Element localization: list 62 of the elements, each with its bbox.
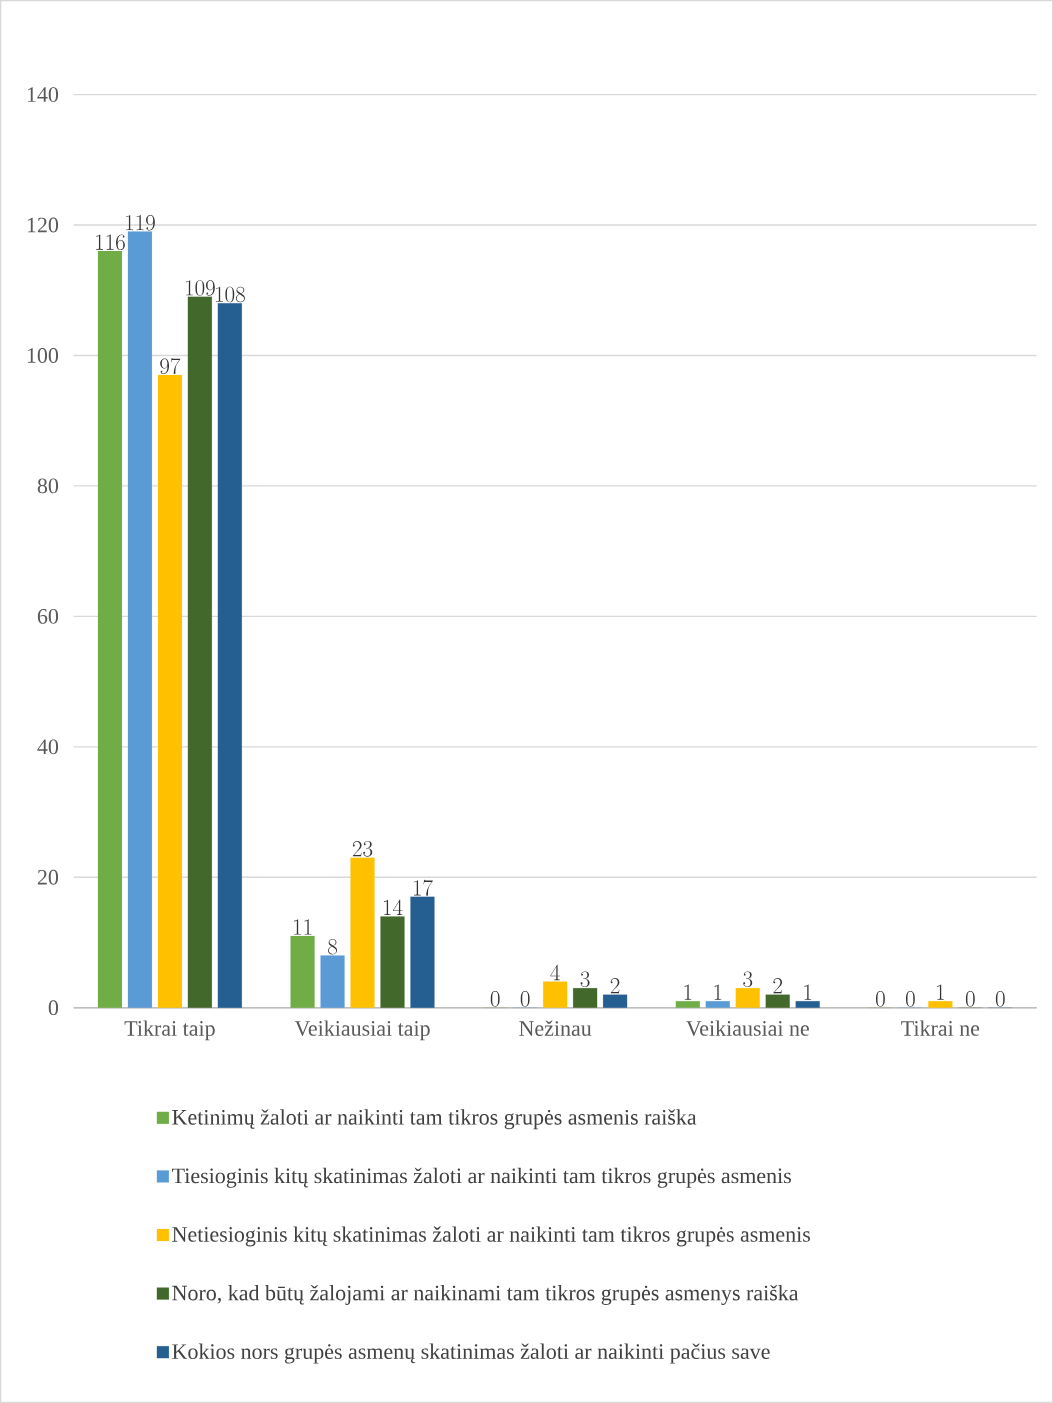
data-label: 3 [580, 971, 590, 988]
bar [157, 374, 182, 1008]
bar [290, 935, 315, 1008]
data-label: 14 [383, 899, 403, 915]
bar [410, 896, 435, 1008]
bar [602, 994, 627, 1008]
data-label: 17 [413, 879, 433, 896]
y-tick-label: 20 [37, 869, 58, 885]
x-tick-label: Tikrai ne [901, 1020, 980, 1036]
bar [735, 988, 760, 1008]
bar [795, 1001, 820, 1008]
bar [928, 1001, 953, 1008]
data-label: 4 [550, 964, 560, 981]
data-label: 11 [293, 919, 312, 935]
bar [705, 1001, 730, 1008]
data-label: 8 [327, 938, 337, 955]
data-label: 1 [714, 984, 722, 1000]
legend-label: Kokios nors grupės asmenų skatinimas žaloti ar naikinti pačius save [172, 1343, 770, 1364]
bar [542, 981, 568, 1008]
legend-label: Ketinimų žaloti ar naikinti tam tikros grupės asmenis raiška [172, 1109, 697, 1130]
bar [187, 296, 212, 1008]
data-label: 0 [995, 991, 1005, 1007]
y-tick-label: 0 [48, 1000, 58, 1016]
y-tick-label: 60 [37, 608, 58, 624]
bar [350, 857, 375, 1008]
data-label: 0 [875, 991, 885, 1007]
data-label: 2 [773, 978, 782, 994]
x-tick-label: Veikiausiai ne [685, 1020, 809, 1036]
data-label: 116 [95, 234, 125, 251]
bar [675, 1001, 700, 1008]
data-label: 109 [185, 280, 215, 296]
legend-label: Tiesioginis kitų skatinimas žaloti ar naikinti tam tikros grupės asmenis [171, 1167, 791, 1188]
data-label: 0 [490, 991, 500, 1007]
legend-label: Netiesioginis kitų skatinimas žaloti ar naikinti tam tikros grupės asmenis [172, 1226, 810, 1247]
data-label: 23 [352, 841, 373, 857]
y-tick-label: 120 [27, 217, 58, 233]
legend-label: Noro, kad būtų žalojami ar naikinami tam tikros grupės asmenys raiška [172, 1284, 799, 1305]
data-label: 108 [215, 286, 245, 303]
bar [320, 955, 345, 1008]
x-tick-label: Veikiausiai taip [294, 1020, 430, 1041]
y-tick-label: 100 [27, 348, 58, 363]
data-label: 1 [684, 984, 692, 1000]
data-label: 97 [160, 358, 181, 375]
data-label: 119 [125, 214, 155, 231]
x-tick-label: Nežinau [519, 1020, 592, 1036]
bar [217, 303, 242, 1008]
y-tick-label: 140 [27, 87, 58, 102]
data-label: 1 [936, 984, 944, 1000]
data-label: 0 [965, 991, 975, 1007]
bar [127, 231, 152, 1008]
bar [572, 988, 598, 1008]
bar [97, 251, 122, 1008]
x-tick-label: Tikrai taip [124, 1020, 215, 1041]
data-label: 1 [804, 984, 812, 1000]
bar [765, 994, 790, 1008]
data-label: 3 [743, 971, 753, 988]
data-label: 0 [905, 991, 915, 1007]
data-label: 0 [520, 991, 530, 1007]
data-label: 2 [610, 978, 620, 994]
bar [380, 916, 405, 1008]
y-tick-label: 80 [37, 478, 58, 494]
y-tick-label: 40 [37, 739, 58, 755]
